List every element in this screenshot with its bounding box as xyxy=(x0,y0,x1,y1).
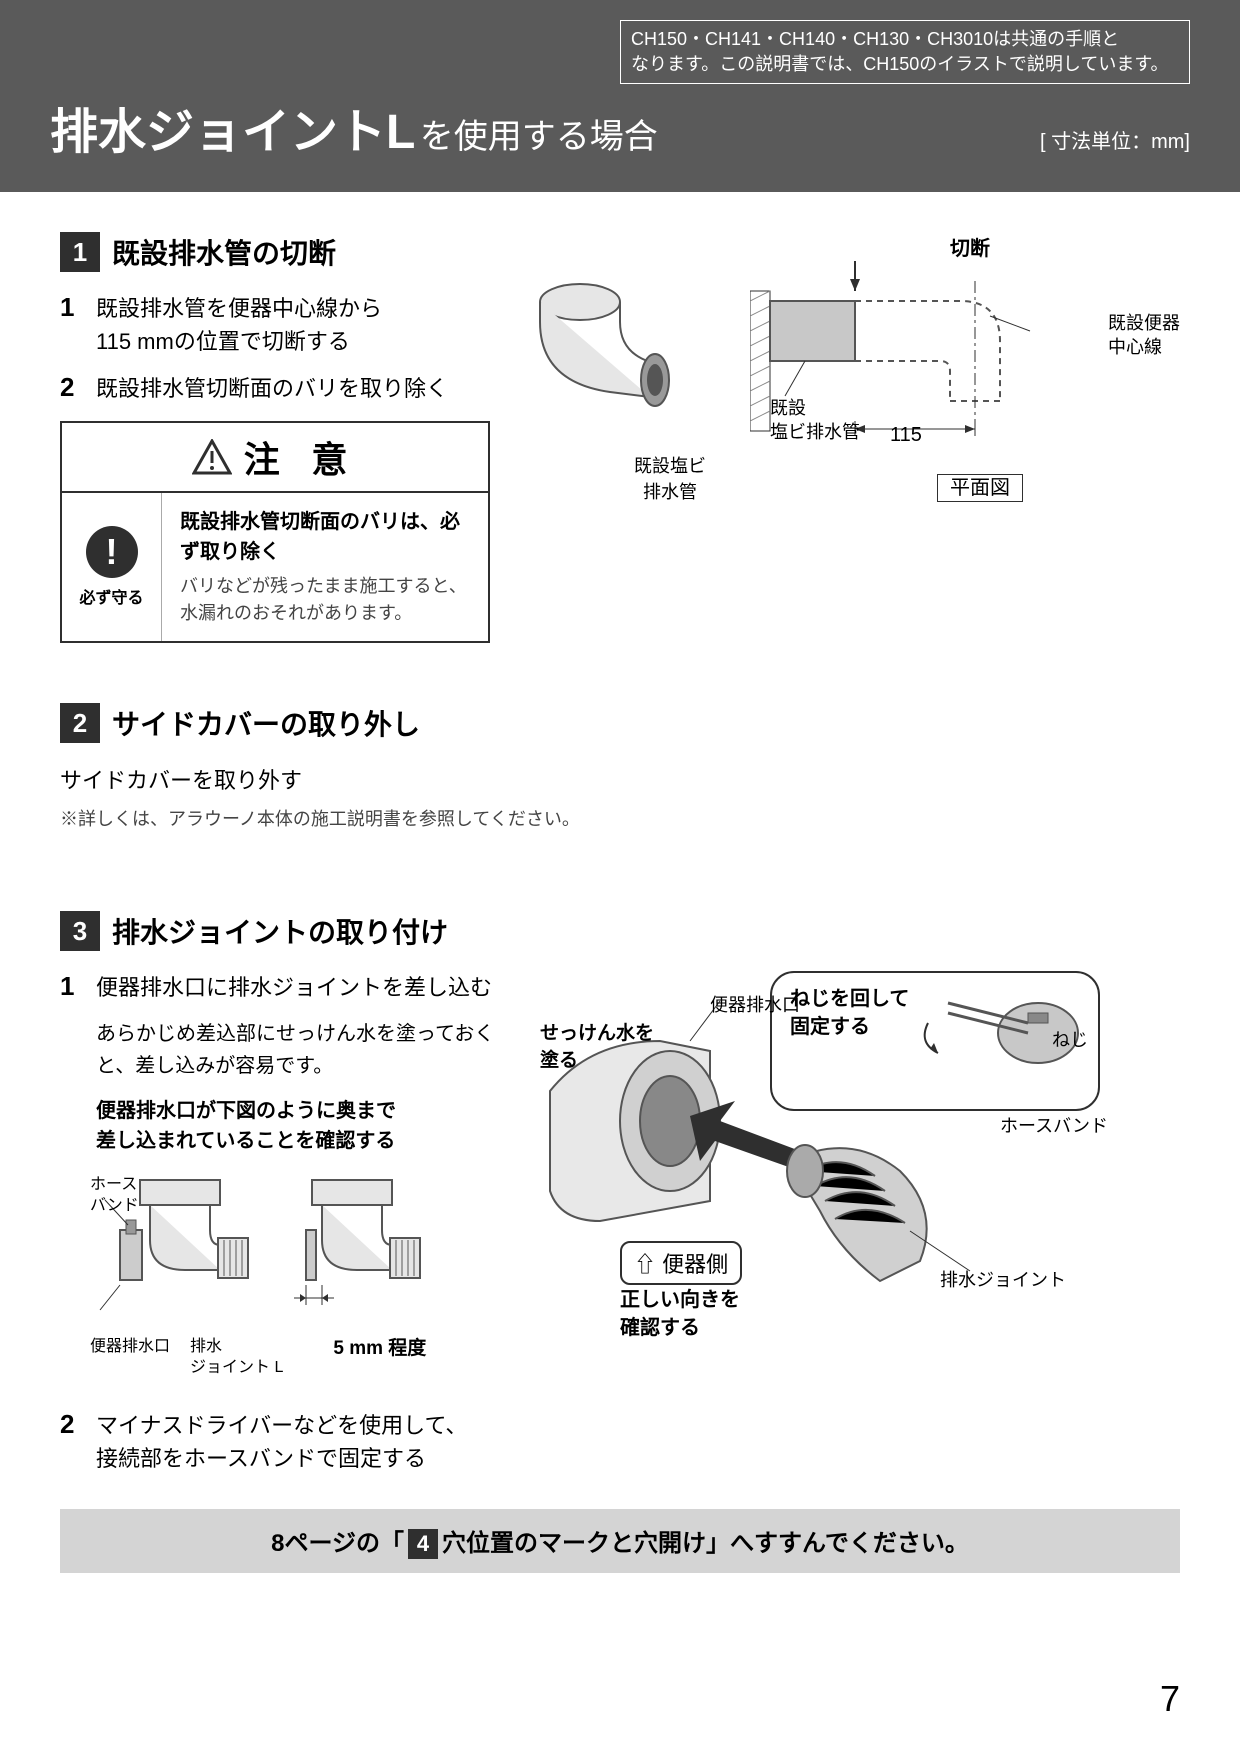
elbow-after xyxy=(282,1170,452,1325)
correct-orientation: 正しい向きを 確認する xyxy=(620,1286,740,1342)
next-step-bar: 8ページの「4穴位置のマークと穴開け」へすすんでください。 xyxy=(60,1509,1180,1574)
unit-note: [ 寸法単位：mm] xyxy=(1040,125,1190,154)
section-3-heading: 3 排水ジョイントの取り付け xyxy=(60,911,1180,951)
header-title: 排水ジョイントL を使用する場合 xyxy=(50,92,658,162)
substep2-num: 2 xyxy=(60,372,86,405)
section1-step1: 1 既設排水管を便器中心線から 115 mmの位置で切断する xyxy=(60,292,490,358)
screw-label: ねじ xyxy=(1052,1028,1088,1053)
step-num-3: 3 xyxy=(60,911,100,951)
caution-icon-cell: ! 必ず守る xyxy=(62,493,162,641)
section-1-left: 1 既設排水管の切断 1 既設排水管を便器中心線から 115 mmの位置で切断す… xyxy=(60,232,490,643)
fig3-left: ホース バンド 便器排水口 排水 ジョイント L 5 mm 程度 xyxy=(60,1170,440,1378)
substep1-line1: 既設排水管を便器中心線から xyxy=(96,292,382,325)
content: 1 既設排水管の切断 1 既設排水管を便器中心線から 115 mmの位置で切断す… xyxy=(0,192,1240,1573)
pipe-label: 既設 塩ビ排水管 xyxy=(770,397,860,444)
section-2: 2 サイドカバーの取り外し サイドカバーを取り外す ※詳しくは、アラウーノ本体の… xyxy=(60,703,1180,831)
s3-step1-num: 1 xyxy=(60,971,86,1004)
label-jointL: 排水 ジョイント L xyxy=(190,1337,283,1379)
elbow-after-svg xyxy=(282,1170,452,1320)
section3-right-fig: ねじを回して 固定する ねじ ホースバンド せっけん水を 塗る 便器排水口 xyxy=(540,971,1100,1488)
soap-label: せっけん水を 塗る xyxy=(540,1021,654,1074)
section2-text: サイドカバーを取り外す xyxy=(60,763,1180,795)
elbow-3d-svg xyxy=(520,232,740,452)
nextbar-pre: 8ページの「 xyxy=(271,1530,404,1557)
s3-step1-text: 便器排水口に排水ジョイントを差し込む xyxy=(96,971,492,1004)
must-follow-label: 必ず守る xyxy=(79,584,143,608)
toilet-side-box: ⇧ 便器側 xyxy=(620,1241,742,1285)
section-1: 1 既設排水管の切断 1 既設排水管を便器中心線から 115 mmの位置で切断す… xyxy=(60,232,1180,643)
section-1-heading: 1 既設排水管の切断 xyxy=(60,232,490,272)
plan-view-fig: 切断 xyxy=(750,232,1130,643)
step-num-1: 1 xyxy=(60,232,100,272)
section1-step2: 2 既設排水管切断面のバリを取り除く xyxy=(60,372,490,405)
label-outlet: 便器排水口 xyxy=(90,1337,170,1379)
caution-bold: 既設排水管切断面のバリは、必ず取り除く xyxy=(180,507,470,567)
s3-step1-sub: あらかじめ差込部にせっけん水を塗っておくと、差し込みが容易です。 xyxy=(60,1018,520,1082)
header-band: CH150・CH141・CH140・CH130・CH3010は共通の手順と なり… xyxy=(0,0,1240,192)
section3-step2: 2 マイナスドライバーなどを使用して、 接続部をホースバンドで固定する xyxy=(60,1409,520,1475)
step-num-2: 2 xyxy=(60,703,100,743)
caution-triangle-icon xyxy=(192,439,232,475)
section-2-title: サイドカバーの取り外し xyxy=(112,703,420,743)
s3-step2-num: 2 xyxy=(60,1409,86,1475)
outlet-label2: 便器排水口 xyxy=(710,991,800,1017)
s3-confirm: 便器排水口が下図のように奥まで 差し込まれていることを確認する xyxy=(60,1096,520,1156)
caution-body: ! 必ず守る 既設排水管切断面のバリは、必ず取り除く バリなどが残ったまま施工す… xyxy=(62,493,488,641)
section3-step1: 1 便器排水口に排水ジョイントを差し込む xyxy=(60,971,520,1004)
cut-label: 切断 xyxy=(810,232,1130,261)
header-note-line1: CH150・CH141・CH140・CH130・CH3010は共通の手順と xyxy=(631,27,1179,52)
substep2-text: 既設排水管切断面のバリを取り除く xyxy=(96,372,448,405)
centerline-label: 既設便器 中心線 xyxy=(1108,312,1180,359)
caution-title-text: 注 意 xyxy=(244,431,358,483)
section3-left-col: 1 便器排水口に排水ジョイントを差し込む あらかじめ差込部にせっけん水を塗ってお… xyxy=(60,971,520,1488)
section-1-title: 既設排水管の切断 xyxy=(112,232,336,272)
substep1-line2: 115 mmの位置で切断する xyxy=(96,325,382,358)
joint-label: 排水ジョイント xyxy=(940,1266,1066,1292)
elbow-3d-fig: 既設塩ビ 排水管 xyxy=(520,232,750,643)
caution-normal: バリなどが残ったまま施工すると、水漏れのおそれがあります。 xyxy=(180,573,470,627)
header-note-box: CH150・CH141・CH140・CH130・CH3010は共通の手順と なり… xyxy=(620,20,1190,84)
hoseband-label2: ホースバンド xyxy=(1000,1114,1108,1139)
title-main: 排水ジョイントL xyxy=(50,106,415,159)
elbow-label: 既設塩ビ 排水管 xyxy=(590,452,750,504)
substep1-text: 既設排水管を便器中心線から 115 mmの位置で切断する xyxy=(96,292,382,358)
substep1-num: 1 xyxy=(60,292,86,358)
must-follow-icon: ! xyxy=(86,526,138,578)
label-5mm: 5 mm 程度 xyxy=(333,1337,426,1379)
label-hoseband: ホース バンド xyxy=(90,1175,139,1217)
section-3: 3 排水ジョイントの取り付け 1 便器排水口に排水ジョイントを差し込む あらかじ… xyxy=(60,911,1180,1488)
s3-step2-text: マイナスドライバーなどを使用して、 接続部をホースバンドで固定する xyxy=(96,1409,467,1475)
nextbar-post: 穴位置のマークと穴開け」へすすんでください。 xyxy=(442,1530,969,1557)
caution-text-cell: 既設排水管切断面のバリは、必ず取り除く バリなどが残ったまま施工すると、水漏れの… xyxy=(162,493,488,641)
caution-box: 注 意 ! 必ず守る 既設排水管切断面のバリは、必ず取り除く バリなどが残ったま… xyxy=(60,421,490,643)
header-title-row: 排水ジョイントL を使用する場合 [ 寸法単位：mm] xyxy=(50,92,1190,162)
toilet-side-label: ⇧ 便器側 xyxy=(620,1241,742,1285)
section-3-title: 排水ジョイントの取り付け xyxy=(112,911,448,951)
title-sub: を使用する場合 xyxy=(420,118,658,156)
plan-view-label: 平面図 xyxy=(937,474,1023,502)
plan-view-label-row: 平面図 xyxy=(750,471,1130,500)
section-2-heading: 2 サイドカバーの取り外し xyxy=(60,703,1180,743)
nextbar-box: 4 xyxy=(408,1529,438,1559)
caution-title-row: 注 意 xyxy=(62,423,488,493)
section-1-figures: 既設塩ビ 排水管 切断 xyxy=(520,232,1180,643)
section2-note: ※詳しくは、アラウーノ本体の施工説明書を参照してください。 xyxy=(60,805,1180,831)
page-number: 7 xyxy=(1160,1678,1180,1720)
dim-115: 115 xyxy=(890,422,922,448)
header-note-line2: なります。この説明書では、CH150のイラストで説明しています。 xyxy=(631,52,1179,77)
screw-callout: ねじを回して 固定する ねじ ホースバンド xyxy=(770,971,1100,1111)
